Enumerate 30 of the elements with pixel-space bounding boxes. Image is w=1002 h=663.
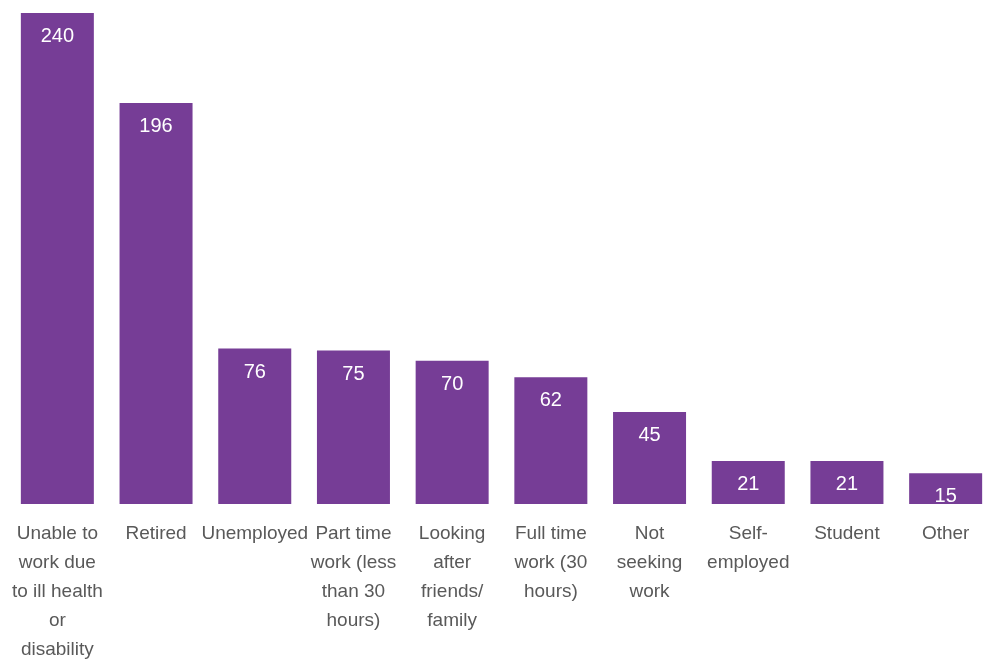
x-tick-label: Other xyxy=(921,522,971,543)
x-tick-label: Self-employed xyxy=(707,522,790,572)
bar xyxy=(514,377,588,504)
bar xyxy=(613,411,687,504)
bar xyxy=(415,360,489,504)
x-tick-label: Unemployed xyxy=(201,522,309,543)
data-label: 15 xyxy=(934,484,957,507)
data-label: 240 xyxy=(40,24,75,46)
data-label: 21 xyxy=(737,472,760,495)
bar xyxy=(119,103,193,504)
data-label: 21 xyxy=(835,472,859,495)
x-tick-label: Student xyxy=(814,522,881,543)
x-tick-label: Full time work (30 hours) xyxy=(513,522,588,601)
x-tick-label: Not seeking work xyxy=(616,522,683,601)
bar xyxy=(20,13,94,504)
bar xyxy=(909,473,983,504)
bar xyxy=(810,461,884,504)
bar xyxy=(711,461,785,504)
data-label: 196 xyxy=(139,114,173,137)
bar xyxy=(316,350,390,504)
x-tick-label: Retired xyxy=(125,522,187,543)
data-label: 62 xyxy=(539,388,562,411)
data-label: 45 xyxy=(638,422,661,445)
x-tick-label: Unable to work due to ill health or disability xyxy=(11,522,103,659)
x-tick-label: Part time work (less than 30 hours) xyxy=(309,522,397,630)
data-label: 70 xyxy=(441,371,464,394)
data-label: 75 xyxy=(342,361,365,384)
x-tick-label: Looking after friends/family xyxy=(418,522,486,630)
data-label: 76 xyxy=(243,359,266,382)
bar xyxy=(218,348,292,504)
